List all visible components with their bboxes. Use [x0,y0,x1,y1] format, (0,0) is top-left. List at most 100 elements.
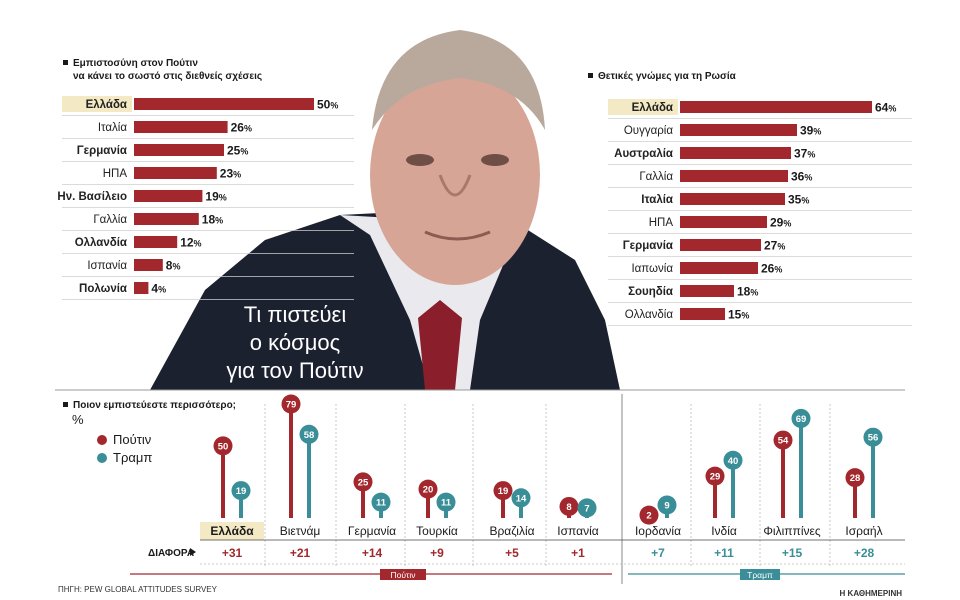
bar-value-label: 26% [761,262,782,276]
lollipop-value-putin: 2 [646,511,651,522]
bar-value-label: 64% [875,101,896,115]
lollipop-value-putin: 50 [218,441,229,452]
bar-category-label: Ουγγαρία [624,125,673,137]
legend-putin-swatch [97,435,107,445]
lollipop-value-trump: 9 [664,501,669,512]
bar [680,216,767,228]
bar [134,213,199,225]
bar-value-label: 39% [800,124,821,138]
bar-category-label: Γαλλία [93,214,127,226]
lollipop-head-putin [281,394,301,414]
right-chart-header: Θετικές γνώμες για τη Ρωσία [588,71,737,82]
photo-title: Τι πιστεύει ο κόσμος για τον Πούτιν [226,302,363,383]
legend-trump-swatch [97,453,107,463]
source-note: ΠΗΓΗ: PEW GLOBAL ATTITUDES SURVEY [58,585,218,594]
bar-value-label: 15% [728,308,749,322]
lollipop-value-trump: 11 [441,498,452,509]
bar [134,190,203,202]
difference-row-label: ΔΙΑΦΟΡΑ [148,548,194,559]
bar-category-label: Γερμανία [77,145,127,157]
bar-category-label: Ελλάδα [632,102,673,114]
lollipop-value-trump: 40 [728,456,739,467]
category-label: Γερμανία [348,524,396,538]
legend-trump-label: Τραμπ [113,450,152,465]
bar [680,124,797,136]
highlight-band [200,522,264,540]
photo-title-line: ο κόσμος [250,330,340,355]
bar [680,285,734,297]
lollipop-value-putin: 54 [778,436,789,447]
bar-value-label: 8% [166,259,181,273]
lollipop-value-putin: 19 [498,486,509,497]
bar [680,239,761,251]
lollipop-value-putin: 29 [710,472,721,483]
category-label: Τουρκία [416,524,458,538]
difference-value: +28 [854,546,875,560]
bar [134,98,314,110]
group-label-trump: Τραμπ [747,570,773,580]
lollipop-value-putin: 8 [566,502,571,513]
lollipop-chart: ΔΙΑΦΟΡΑ5019Ελλάδα+317958Βιετνάμ+212511Γε… [130,394,905,584]
bar-category-label: ΗΠΑ [103,168,128,180]
bar-value-label: 36% [791,170,812,184]
bar-value-label: 37% [794,147,815,161]
difference-value: +1 [571,546,585,560]
highlight-band [608,99,678,115]
lollipop-head-trump [436,492,456,512]
bullet-icon [63,60,68,65]
bar-value-label: 25% [227,144,248,158]
lollipop-head-putin [493,481,513,501]
bullet-icon [588,73,593,78]
lollipop-value-putin: 20 [423,485,434,496]
lollipop-value-putin: 79 [286,400,297,411]
lollipop-head-trump [577,498,597,518]
lollipop-head-trump [299,424,319,444]
bar-category-label: Σουηδία [628,286,673,298]
difference-value: +21 [290,546,311,560]
left-chart-header: Εμπιστοσύνη στον Πούτιν να κάνει το σωστ… [63,58,262,82]
category-label: Βραζιλία [489,524,534,538]
lollipop-value-trump: 56 [868,433,879,444]
difference-value: +7 [651,546,665,560]
category-label: Φιλιππίνες [763,524,820,538]
difference-value: +14 [362,546,383,560]
bar-category-label: Ισπανία [87,260,127,272]
bar-value-label: 19% [205,190,226,204]
bar [680,308,725,320]
bottom-chart-title: Ποιον εμπιστεύεστε περισσότερο; [73,400,236,411]
lollipop-value-putin: 25 [358,477,369,488]
bar [134,121,228,133]
lollipop-head-trump [231,481,251,501]
left-chart-title: να κάνει το σωστό στις διεθνείς σχέσεις [73,71,262,82]
bar-category-label: Πολωνία [79,283,127,295]
lollipop-head-putin [213,436,233,456]
group-label-putin: Πούτιν [390,570,415,580]
bottom-chart-header: Ποιον εμπιστεύεστε περισσότερο; % Πούτιν… [63,400,236,465]
unit-label: % [72,412,84,427]
category-label: Ισπανία [557,524,598,538]
caret-right-icon [190,548,196,556]
photo-title-line: Τι πιστεύει [244,302,347,327]
category-label: Ινδία [711,524,737,538]
difference-value: +15 [782,546,803,560]
bar-category-label: Ολλανδία [75,237,127,249]
bar-value-label: 23% [220,167,241,181]
bar-category-label: Ελλάδα [86,99,127,111]
bar [680,170,788,182]
bar-value-label: 12% [180,236,201,250]
category-label: Ιορδανία [635,524,681,538]
legend-putin-label: Πούτιν [113,432,151,447]
bar-value-label: 18% [202,213,223,227]
category-label: Βιετνάμ [280,524,321,538]
lollipop-head-putin [705,466,725,486]
bar-category-label: Ολλανδία [625,309,674,321]
bar-value-label: 4% [151,282,166,296]
group-tag-trump [740,569,780,580]
bar [680,193,785,205]
lollipop-head-trump [371,492,391,512]
lollipop-head-trump [657,495,677,515]
lollipop-head-trump [863,427,883,447]
lollipop-value-trump: 7 [584,503,589,514]
lollipop-head-trump [723,450,743,470]
